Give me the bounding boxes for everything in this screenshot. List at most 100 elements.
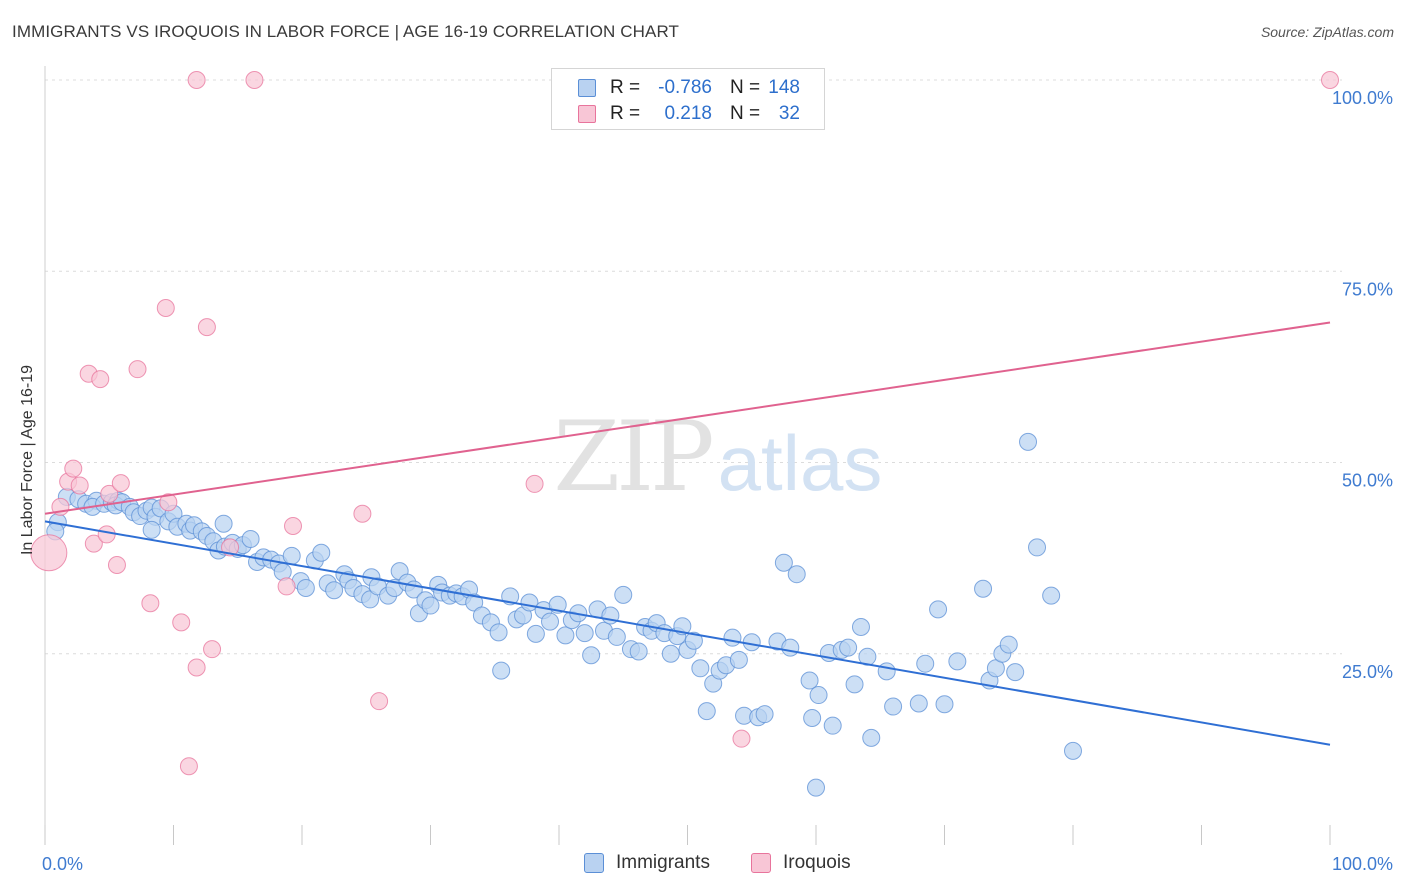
immigrants-point [884,697,903,716]
immigrants-point [296,578,315,597]
iroquois-point [525,474,544,493]
iroquois-legend-label: Iroquois [783,852,851,873]
immigrants-point [909,694,928,713]
immigrants-point [614,585,633,604]
immigrants-point [556,626,575,645]
chart-title: IMMIGRANTS VS IROQUOIS IN LABOR FORCE | … [12,22,679,41]
immigrants-point [582,646,601,665]
immigrants-point [421,596,440,615]
immigrants-point [541,612,560,631]
immigrants-point [629,642,648,661]
immigrants-point [489,623,508,642]
legend-item-immigrants: Immigrants [584,852,724,876]
iroquois-point [732,729,751,748]
iroquois-point [370,692,389,711]
legend-row-immigrants: R = -0.786 N = 148 [552,75,826,101]
source-label: Source: ZipAtlas.com [1260,24,1394,40]
y-tick-label: 100.0% [1332,88,1393,108]
immigrants-legend-label: Immigrants [616,852,710,873]
legend-row-iroquois: R = 0.218 N = 32 [552,101,826,127]
immigrants-point [492,661,511,680]
iroquois-point [30,534,68,572]
iroquois-point [128,360,147,379]
immigrants-point [575,624,594,643]
immigrants-point [1064,741,1082,760]
y-tick-label: 50.0% [1342,471,1393,491]
immigrants-swatch [578,79,596,97]
immigrants-point [526,624,545,643]
immigrants-point [803,709,822,728]
immigrants-point [697,702,716,721]
immigrants-point [974,579,993,598]
iroquois-point [277,577,296,596]
immigrants-point [929,600,948,619]
axes [44,66,1331,845]
watermark: ZIP atlas [553,401,882,513]
iroquois-point [179,757,198,776]
immigrants-point [607,627,626,646]
immigrants-point [1019,432,1038,451]
immigrants-point [935,695,954,714]
correlation-legend: R = -0.786 N = 148 R = 0.218 N = 32 [551,68,825,130]
immigrants-point [862,728,881,747]
immigrants-point [312,543,331,562]
data-points [30,71,1339,797]
immigrants-point [823,716,842,735]
iroquois-point [156,298,175,317]
immigrants-point [787,565,806,584]
iroquois-point [221,538,240,557]
watermark-atlas: atlas [718,419,883,507]
y-tick-label: 75.0% [1342,279,1393,299]
n-value: 148 [768,77,800,98]
iroquois-point [245,71,264,89]
n-label: N = [730,77,761,98]
immigrants-point [661,644,680,663]
r-value: 0.218 [664,103,712,124]
iroquois-point [1321,71,1339,89]
y-tick-label: 25.0% [1342,662,1393,682]
r-label: R = [610,77,641,98]
immigrants-point [729,650,748,669]
iroquois-swatch [578,105,596,123]
iroquois-point [197,318,216,337]
immigrants-point [807,778,825,797]
immigrants-point [142,520,161,539]
trend-lines [44,321,1331,746]
r-value: -0.786 [658,77,712,98]
watermark-zip: ZIP [553,401,712,513]
immigrants-point [948,652,967,671]
immigrants-point [325,581,344,600]
iroquois-point [172,613,191,632]
iroquois-point [64,459,83,478]
immigrants-point [723,628,742,647]
grid-lines [45,79,1342,655]
immigrants-point [800,671,819,690]
immigrants-point [845,675,864,694]
iroquois-point [187,658,206,677]
immigrants-point [809,686,828,705]
legend-item-iroquois: Iroquois [751,852,871,876]
immigrants-point [1028,538,1047,557]
iroquois-point [353,504,372,523]
n-label: N = [730,103,761,124]
iroquois-trend-line [44,321,1331,515]
immigrants-point [691,659,710,678]
x-tick-label: 0.0% [42,854,83,874]
iroquois-legend-swatch [751,853,771,873]
immigrants-point [781,638,800,657]
r-label: R = [610,103,641,124]
iroquois-point [107,556,126,575]
iroquois-point [203,640,222,659]
immigrants-point [916,654,935,673]
immigrants-point [774,553,793,572]
y-axis-label: In Labor Force | Age 16-19 [19,364,36,556]
iroquois-point [97,525,116,544]
immigrants-point [755,705,774,724]
n-value: 32 [778,103,800,124]
iroquois-point [91,370,110,389]
immigrants-trend-line [44,520,1331,746]
immigrants-point [851,617,870,636]
iroquois-point [84,534,103,553]
iroquois-point [187,71,206,89]
